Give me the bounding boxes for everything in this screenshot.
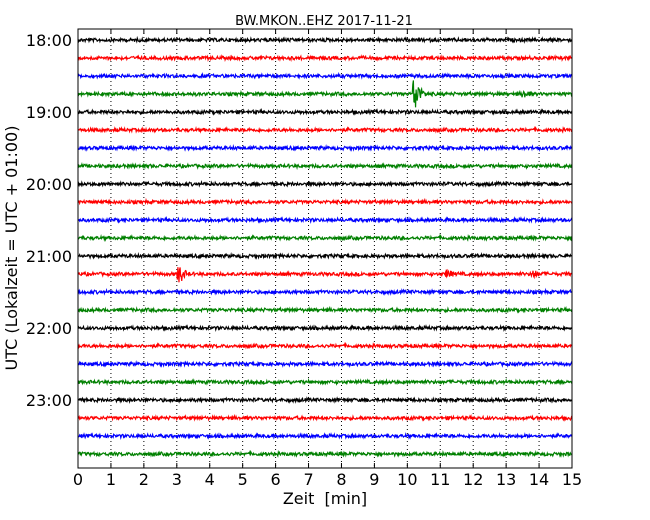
trace-line <box>77 305 573 314</box>
trace-line <box>77 323 573 333</box>
x-tick-label: 3 <box>172 470 182 489</box>
x-tick-label: 7 <box>303 470 313 489</box>
trace-line <box>77 377 573 387</box>
chart-title: BW.MKON..EHZ 2017-11-21 <box>235 14 413 29</box>
trace-line <box>77 143 573 153</box>
x-tick-label: 13 <box>496 470 516 489</box>
x-tick-label: 10 <box>397 470 417 489</box>
y-axis-label: UTC (Lokalzeit = UTC + 01:00) <box>2 126 21 371</box>
x-tick-label: 14 <box>529 470 549 489</box>
x-tick-label: 0 <box>73 470 83 489</box>
trace-line <box>77 161 573 171</box>
trace-line <box>77 431 573 441</box>
x-tick-label: 15 <box>562 470 582 489</box>
x-tick-label: 2 <box>139 470 149 489</box>
trace-line <box>77 35 573 44</box>
y-tick-label: 23:00 <box>26 391 72 410</box>
trace-line <box>77 215 573 224</box>
trace-line <box>77 359 573 369</box>
trace-line <box>77 71 573 80</box>
trace-line <box>77 341 573 350</box>
trace-line <box>77 233 573 243</box>
axis-ticks: 0 1 2 3 4 5 6 7 8 9 10 11 12 13 14 1518:0019:0020:0021:… <box>26 29 582 489</box>
y-tick-label: 21:00 <box>26 247 72 266</box>
y-tick-label: 18:00 <box>26 31 72 50</box>
x-tick-label: 11 <box>430 470 450 489</box>
y-tick-label: 20:00 <box>26 175 72 194</box>
trace-line <box>77 396 573 404</box>
trace-line <box>77 197 573 206</box>
trace-line <box>77 287 573 296</box>
plot-border <box>77 28 573 469</box>
x-tick-label: 5 <box>238 470 248 489</box>
trace-line <box>77 413 573 422</box>
seismic-traces <box>77 35 573 458</box>
trace-line <box>77 107 573 116</box>
trace-line <box>77 125 573 134</box>
y-tick-label: 19:00 <box>26 103 72 122</box>
trace-line <box>77 449 573 458</box>
plot-frame <box>78 29 572 468</box>
x-tick-label: 1 <box>106 470 116 489</box>
trace-line <box>77 267 573 283</box>
y-tick-label: 22:00 <box>26 319 72 338</box>
x-tick-label: 12 <box>463 470 483 489</box>
x-tick-label: 4 <box>205 470 215 489</box>
trace-line <box>77 54 573 63</box>
trace-line <box>77 180 573 188</box>
x-axis-label: Zeit [min] <box>283 489 367 508</box>
x-tick-label: 8 <box>336 470 346 489</box>
trace-line <box>77 251 573 261</box>
trace-line <box>77 80 573 108</box>
x-tick-label: 9 <box>369 470 379 489</box>
x-tick-label: 6 <box>271 470 281 489</box>
